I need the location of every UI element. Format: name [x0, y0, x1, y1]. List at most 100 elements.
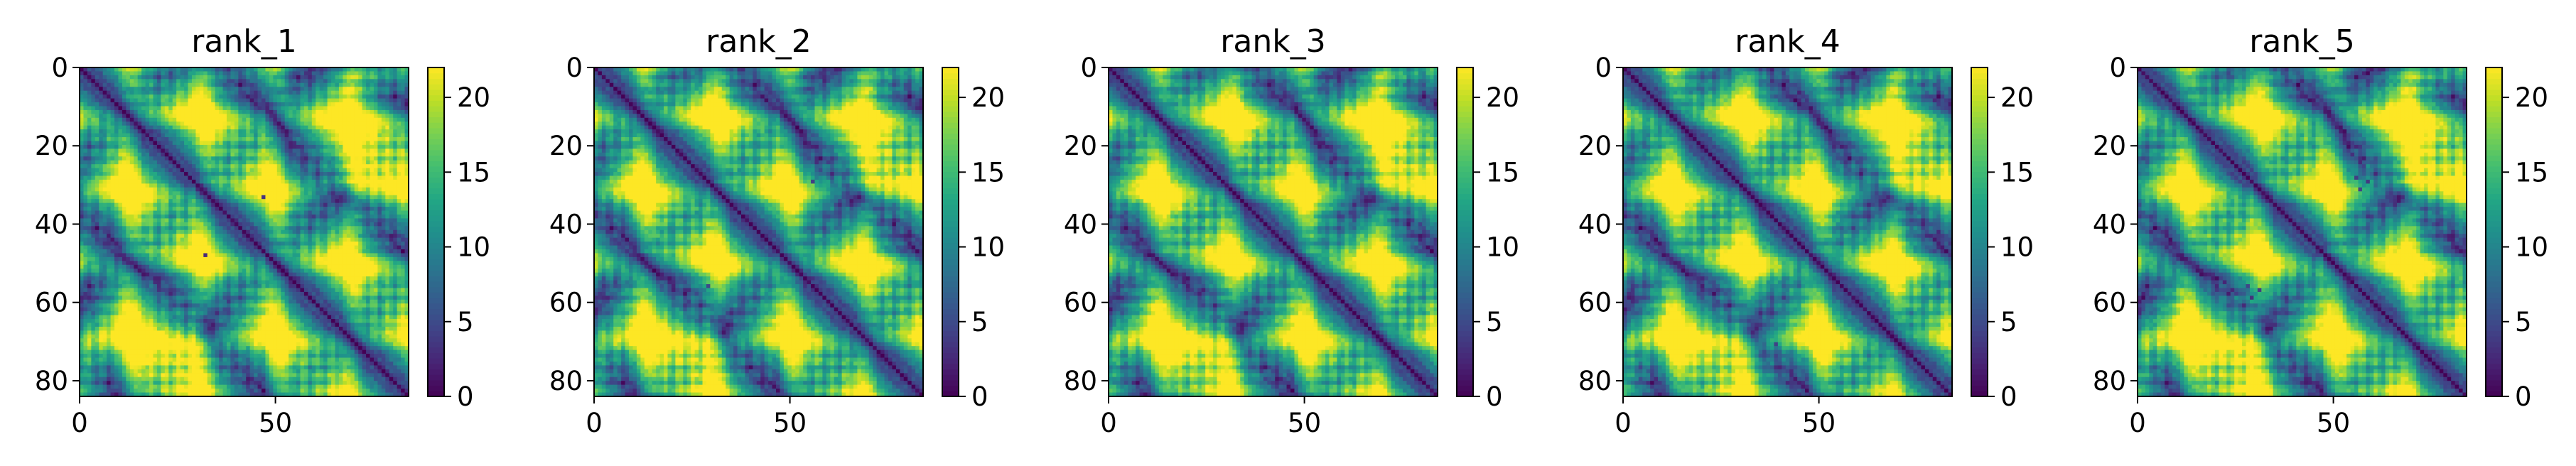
heatmap-cell — [374, 183, 378, 188]
heatmap-cell — [254, 87, 258, 91]
heatmap-cell — [230, 79, 235, 83]
heatmap-cell — [269, 156, 274, 161]
heatmap-cell — [227, 199, 231, 203]
heatmap-cell — [304, 156, 308, 161]
heatmap-cell — [331, 180, 335, 184]
heatmap-cell — [316, 211, 320, 215]
heatmap-cell — [87, 102, 92, 107]
heatmap-cell — [130, 153, 134, 157]
heatmap-cell — [192, 87, 196, 91]
heatmap-cell — [328, 207, 332, 211]
heatmap-cell — [273, 102, 277, 107]
heatmap-cell — [335, 246, 340, 250]
heatmap-cell — [285, 188, 289, 192]
heatmap-cell — [265, 188, 269, 192]
heatmap-cell — [111, 203, 115, 207]
heatmap-cell — [377, 164, 382, 168]
heatmap-cell — [138, 137, 142, 141]
heatmap-cell — [184, 118, 188, 122]
heatmap-cell — [126, 172, 130, 176]
heatmap-cell — [285, 257, 289, 261]
heatmap-cell — [103, 141, 107, 145]
heatmap-cell — [235, 99, 239, 103]
heatmap-cell — [83, 203, 87, 207]
heatmap-cell — [227, 215, 231, 219]
heatmap-cell — [366, 211, 370, 215]
heatmap-cell — [118, 106, 122, 110]
heatmap-cell — [173, 234, 177, 238]
heatmap-cell — [393, 234, 397, 238]
heatmap-cell — [331, 137, 335, 141]
heatmap-cell — [265, 99, 269, 103]
heatmap-cell — [397, 253, 402, 257]
heatmap-cell — [320, 242, 324, 246]
heatmap-cell — [250, 126, 254, 130]
heatmap-cell — [265, 172, 269, 176]
heatmap-cell — [219, 226, 223, 230]
heatmap-cell — [95, 137, 99, 141]
heatmap-cell — [331, 218, 335, 222]
heatmap-cell — [203, 164, 208, 168]
heatmap-cell — [370, 156, 374, 161]
heatmap-cell — [126, 153, 130, 157]
heatmap-cell — [235, 273, 239, 277]
heatmap-cell — [293, 176, 297, 180]
heatmap-cell — [188, 87, 193, 91]
heatmap-cell — [238, 257, 242, 261]
heatmap-cell — [312, 129, 316, 134]
heatmap-cell — [118, 265, 122, 269]
heatmap-cell — [161, 203, 165, 207]
heatmap-cell — [289, 106, 293, 110]
heatmap-cell — [347, 121, 351, 126]
heatmap-cell — [289, 79, 293, 83]
heatmap-cell — [328, 164, 332, 168]
heatmap-cell — [87, 134, 92, 138]
heatmap-cell — [211, 126, 215, 130]
heatmap-cell — [95, 276, 99, 281]
heatmap-cell — [126, 242, 130, 246]
heatmap-cell — [331, 134, 335, 138]
heatmap-cell — [146, 172, 150, 176]
heatmap-cell — [389, 230, 394, 234]
heatmap-cell — [331, 257, 335, 261]
heatmap-cell — [188, 257, 193, 261]
heatmap-cell — [138, 188, 142, 192]
heatmap-cell — [95, 183, 99, 188]
heatmap-cell — [83, 199, 87, 203]
heatmap-cell — [397, 215, 402, 219]
heatmap-cell — [285, 265, 289, 269]
heatmap-cell — [355, 110, 359, 114]
heatmap-cell — [149, 234, 153, 238]
heatmap-cell — [273, 79, 277, 83]
heatmap-cell — [293, 203, 297, 207]
heatmap-cell — [350, 199, 355, 203]
heatmap-cell — [95, 234, 99, 238]
heatmap-cell — [246, 242, 250, 246]
heatmap-cell — [296, 71, 301, 75]
heatmap-cell — [235, 195, 239, 200]
heatmap-cell — [296, 183, 301, 188]
heatmap-cell — [173, 94, 177, 99]
heatmap-cell — [168, 75, 173, 80]
heatmap-cell — [141, 91, 146, 95]
heatmap-cell — [149, 87, 153, 91]
heatmap-cell — [331, 211, 335, 215]
heatmap-cell — [95, 148, 99, 153]
heatmap-cell — [238, 191, 242, 195]
heatmap-cell — [374, 106, 378, 110]
heatmap-cell — [320, 215, 324, 219]
heatmap-cell — [188, 118, 193, 122]
heatmap-cell — [215, 269, 220, 273]
heatmap-cell — [134, 257, 138, 261]
heatmap-cell — [184, 222, 188, 227]
heatmap-cell — [146, 153, 150, 157]
heatmap-cell — [281, 199, 285, 203]
heatmap-cell — [161, 234, 165, 238]
heatmap-cell — [149, 134, 153, 138]
heatmap-cell — [208, 180, 212, 184]
heatmap-cell — [293, 242, 297, 246]
heatmap-cell — [107, 110, 111, 114]
heatmap-cell — [350, 234, 355, 238]
heatmap-cell — [389, 242, 394, 246]
heatmap-cell — [343, 253, 347, 257]
